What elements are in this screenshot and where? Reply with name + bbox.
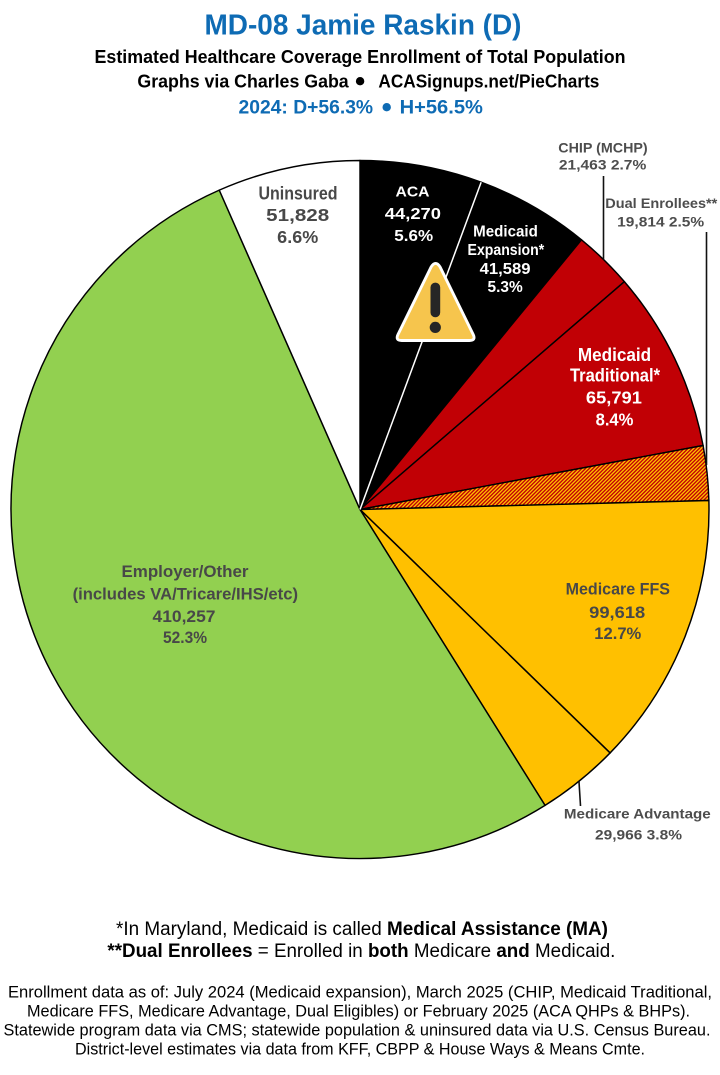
svg-text:65,791: 65,791	[586, 387, 642, 407]
svg-text:Statewide program data via CMS: Statewide program data via CMS; statewid…	[4, 1022, 711, 1040]
svg-text:Estimated Healthcare Coverage: Estimated Healthcare Coverage Enrollment…	[95, 46, 626, 67]
svg-text:Employer/Other: Employer/Other	[122, 563, 250, 581]
svg-text:Enrollment data as of: July 20: Enrollment data as of: July 2024 (Medica…	[8, 984, 712, 1002]
svg-text:H+56.5%: H+56.5%	[400, 98, 483, 119]
svg-text:12.7%: 12.7%	[594, 624, 641, 643]
svg-text:(includes VA/Tricare/IHS/etc): (includes VA/Tricare/IHS/etc)	[73, 585, 298, 603]
svg-text:6.6%: 6.6%	[277, 227, 318, 247]
svg-text:21,463 2.7%: 21,463 2.7%	[559, 156, 647, 172]
svg-text:Medicaid: Medicaid	[473, 223, 538, 240]
svg-text:Medicare FFS: Medicare FFS	[566, 579, 670, 598]
svg-text:51,828: 51,828	[266, 205, 329, 225]
svg-text:44,270: 44,270	[385, 206, 441, 223]
svg-text:ACASignups.net/PieCharts: ACASignups.net/PieCharts	[378, 71, 599, 92]
svg-text:Medicaid: Medicaid	[578, 345, 651, 365]
svg-text:Medicare Advantage: Medicare Advantage	[564, 806, 711, 822]
svg-text:MD-08 Jamie Raskin (D): MD-08 Jamie Raskin (D)	[205, 10, 522, 42]
svg-text:99,618: 99,618	[589, 603, 645, 622]
svg-text:Expansion*: Expansion*	[468, 242, 546, 259]
svg-text:ACA: ACA	[396, 183, 430, 200]
svg-text:Uninsured: Uninsured	[259, 183, 338, 203]
svg-text:41,589: 41,589	[480, 261, 531, 278]
svg-text:5.6%: 5.6%	[394, 228, 433, 245]
svg-text:Traditional*: Traditional*	[570, 365, 660, 385]
svg-text:5.3%: 5.3%	[488, 279, 523, 296]
svg-text:2024: D+56.3%: 2024: D+56.3%	[239, 98, 374, 119]
svg-text:District-level estimates via d: District-level estimates via data from K…	[75, 1041, 645, 1059]
svg-text:Dual Enrollees**: Dual Enrollees**	[605, 195, 718, 211]
svg-text:8.4%: 8.4%	[596, 410, 634, 430]
svg-text:CHIP (MCHP): CHIP (MCHP)	[558, 140, 647, 156]
svg-text:52.3%: 52.3%	[163, 629, 207, 647]
svg-text:19,814 2.5%: 19,814 2.5%	[617, 214, 705, 230]
svg-text:Graphs via Charles Gaba: Graphs via Charles Gaba	[137, 71, 349, 92]
svg-text:**Dual Enrollees = Enrolled in: **Dual Enrollees = Enrolled in both Medi…	[107, 941, 615, 962]
svg-text:*In Maryland, Medicaid is call: *In Maryland, Medicaid is called Medical…	[116, 919, 608, 940]
svg-text:29,966 3.8%: 29,966 3.8%	[595, 827, 683, 843]
svg-text:410,257: 410,257	[153, 608, 216, 626]
svg-text:Medicare FFS, Medicare Advanta: Medicare FFS, Medicare Advantage, Dual E…	[27, 1003, 690, 1021]
